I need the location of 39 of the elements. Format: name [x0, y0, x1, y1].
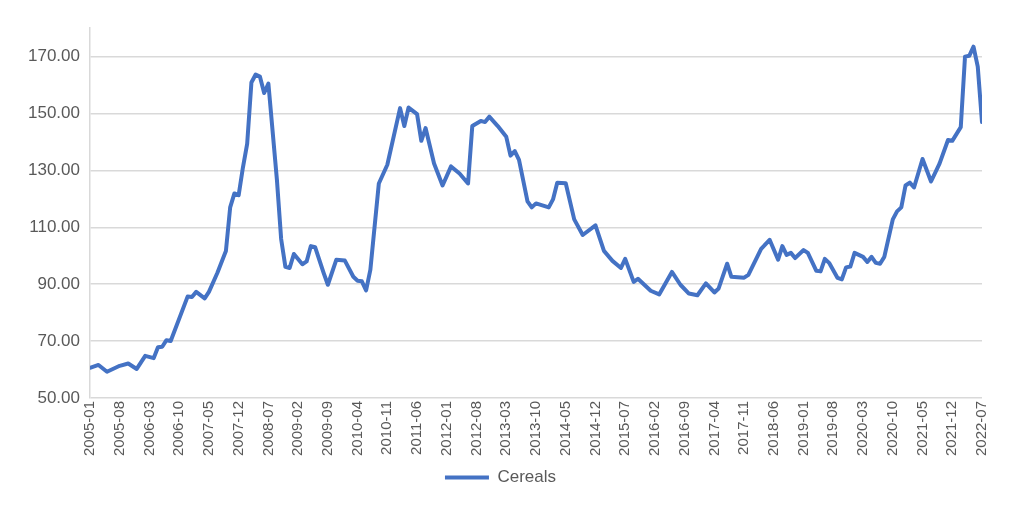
x-tick-label: 2016-09: [674, 400, 692, 457]
x-tick-label: 2020-10: [882, 400, 900, 457]
x-tick-label: 2014-12: [585, 400, 603, 457]
x-tick-label: 2015-07: [615, 400, 633, 457]
x-tick-label: 2009-02: [288, 400, 306, 457]
x-tick-label: 2006-03: [139, 400, 157, 457]
x-tick-label: 2021-12: [942, 400, 960, 457]
y-tick-label: 90.00: [37, 273, 80, 293]
x-tick-label: 2007-12: [228, 400, 246, 457]
x-tick-label: 2013-10: [526, 400, 544, 457]
x-tick-label: 2014-05: [555, 400, 573, 457]
x-tick-label: 2017-11: [734, 400, 752, 455]
y-tick-label: 170.00: [28, 46, 80, 66]
x-tick-label: 2020-03: [853, 400, 871, 457]
x-tick-label: 2012-01: [436, 400, 454, 457]
x-tick-label: 2009-09: [318, 400, 335, 457]
y-tick-label: 70.00: [37, 330, 80, 350]
x-tick-label: 2021-05: [912, 400, 930, 457]
x-tick-label: 2006-10: [169, 400, 187, 457]
y-tick-label: 50.00: [37, 387, 80, 407]
x-tick-label: 2019-01: [793, 400, 811, 457]
x-tick-label: 2010-11: [377, 400, 395, 455]
x-tick-label: 2005-08: [109, 400, 127, 457]
legend-label: Cereals: [497, 467, 557, 487]
x-tick-label: 2008-07: [258, 400, 276, 457]
x-tick-label: 2007-05: [199, 400, 217, 457]
x-tick-label: 2011-06: [407, 400, 425, 455]
x-tick-label: 2017-04: [704, 400, 722, 457]
x-tick-label: 2018-06: [764, 400, 782, 457]
x-tick-label: 2019-08: [823, 400, 841, 457]
y-tick-label: 150.00: [28, 103, 80, 123]
x-tick-label: 2005-01: [80, 400, 98, 457]
x-tick-label: 2013-03: [496, 400, 514, 457]
y-tick-label: 110.00: [29, 216, 80, 236]
y-tick-label: 130.00: [28, 160, 80, 180]
x-tick-label: 2016-02: [645, 400, 663, 457]
x-tick-label: 2010-04: [347, 400, 365, 457]
x-tick-label: 2012-08: [466, 400, 484, 457]
x-tick-label: 2022-07: [972, 400, 990, 457]
